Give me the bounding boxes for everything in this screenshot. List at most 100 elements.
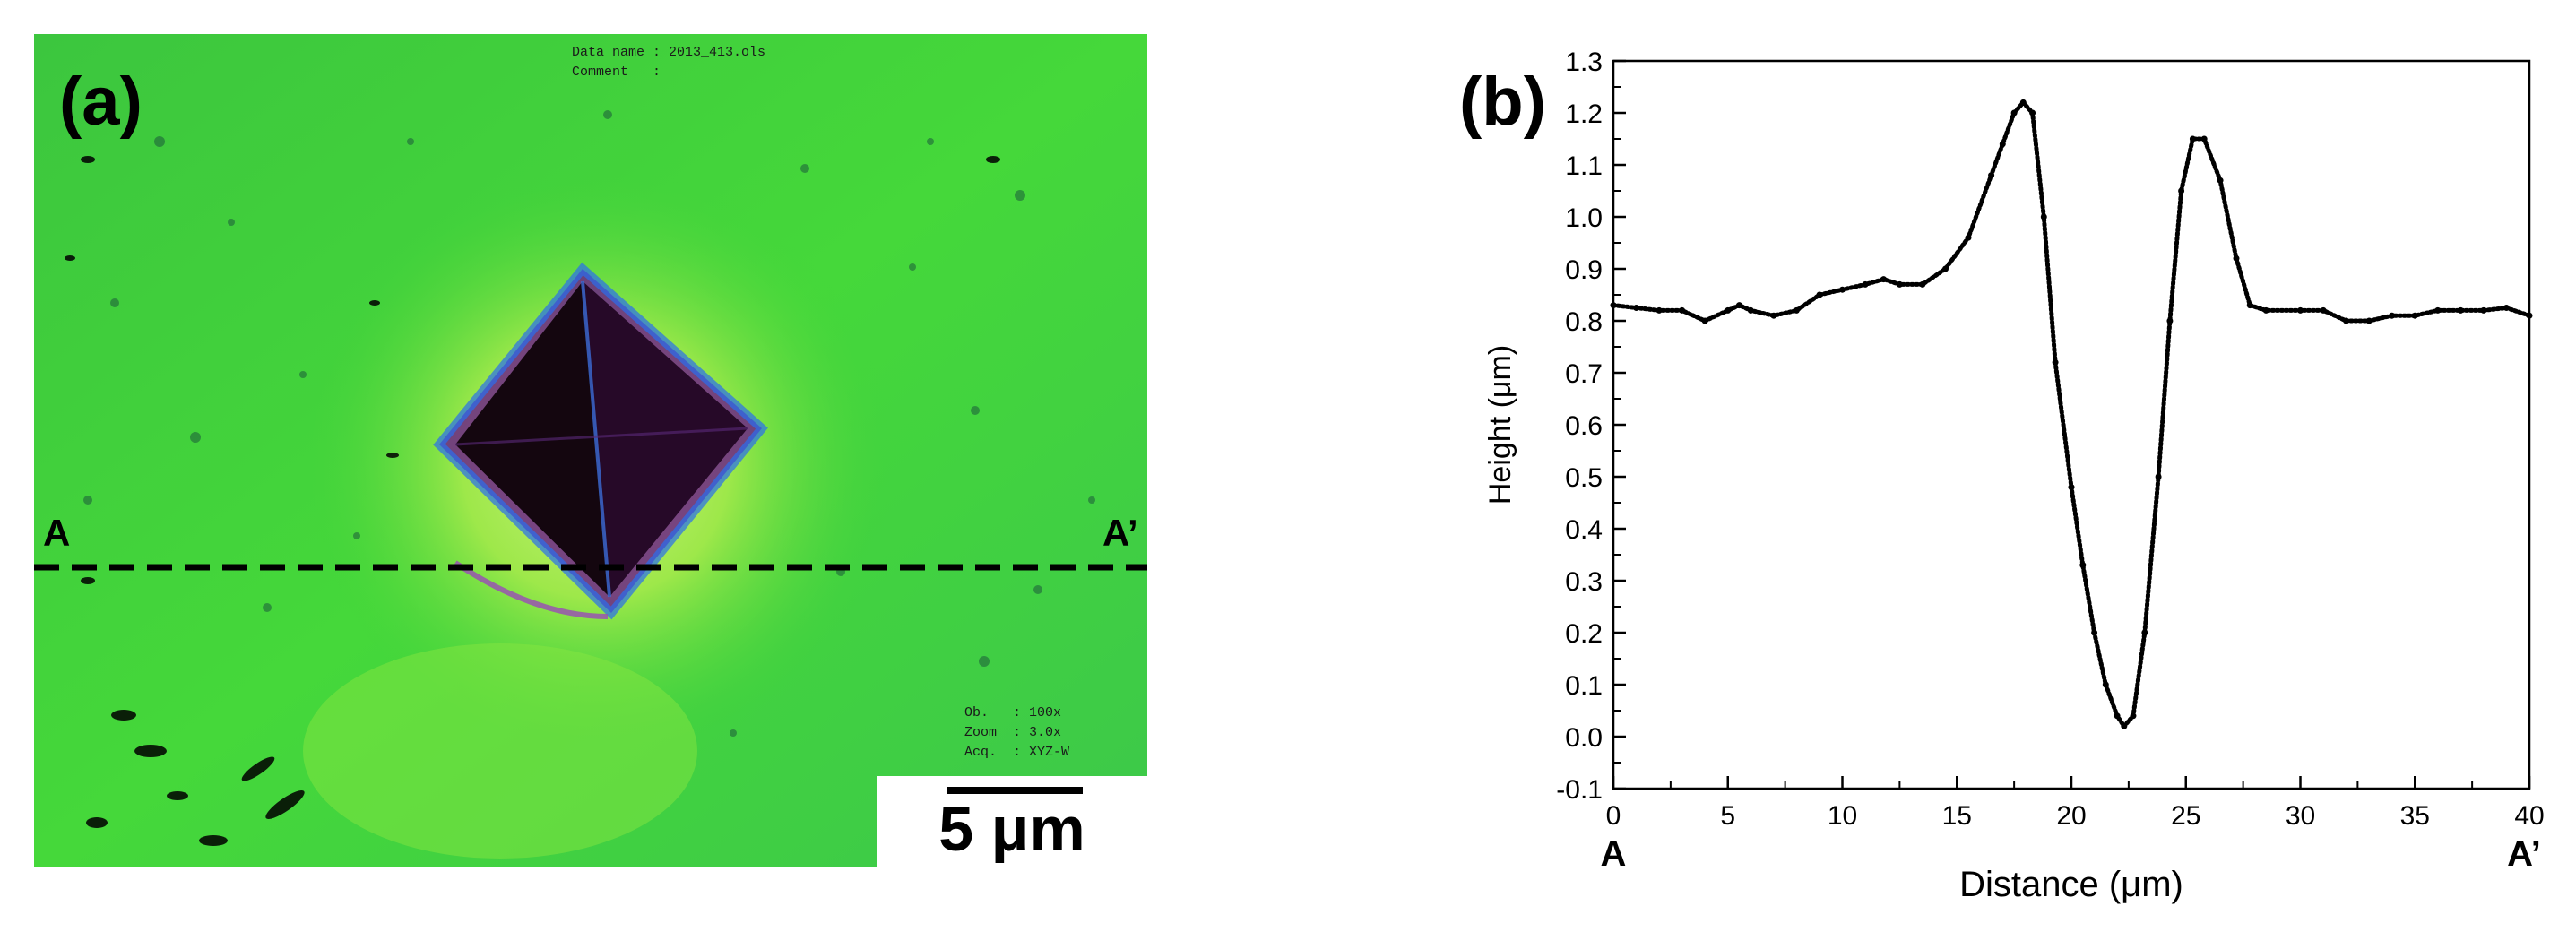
- profile-data-point: [2189, 135, 2196, 142]
- x-end-label: A’: [2507, 834, 2541, 874]
- profile-chart: -0.1 0.0 0.1 0.2 0.3 0.4 0.5 0.6 0.7 0.8 0.9 1.0 1.1…: [1483, 47, 2545, 904]
- scale-bar-line: [947, 787, 1083, 794]
- profile-data-point: [1862, 280, 1869, 288]
- acquisition-text: Acq. : XYZ-W: [964, 745, 1070, 760]
- y-axis-title: Height (μm): [1483, 345, 1517, 505]
- profile-data-point: [2389, 312, 2396, 319]
- x-start-label: A: [1601, 834, 1627, 874]
- profile-data-point: [1725, 306, 1732, 314]
- profile-data-point: [1965, 234, 1972, 241]
- profile-data-point: [2178, 187, 2185, 194]
- profile-chart-panel: -0.1 0.0 0.1 0.2 0.3 0.4 0.5 0.6 0.7 0.8 0.9 1.0 1.1…: [1434, 34, 2576, 921]
- profile-data-point: [1655, 306, 1663, 314]
- profile-data-point: [1701, 317, 1708, 324]
- y-tick-label: 0.7: [1565, 359, 1603, 389]
- x-tick-label: 40: [2514, 801, 2544, 831]
- y-tick-label: 0.5: [1565, 463, 1603, 493]
- micrograph-image: [34, 34, 1147, 867]
- section-end-label: A’: [1102, 512, 1138, 554]
- y-tick-label: 0.4: [1565, 515, 1603, 545]
- y-tick-label: 1.0: [1565, 203, 1603, 233]
- y-tick-label: -0.1: [1556, 775, 1603, 805]
- profile-data-point: [2262, 306, 2269, 314]
- y-tick-label: 0.1: [1565, 671, 1603, 701]
- data-name-text: Data name : 2013_413.ols: [572, 45, 766, 60]
- profile-data-point: [2411, 312, 2418, 319]
- x-tick-label: 15: [1942, 801, 1972, 831]
- surface-texture: [83, 110, 1095, 737]
- profile-data-point: [1839, 286, 1846, 293]
- x-tick-label: 20: [2056, 801, 2086, 831]
- profile-data-point: [1942, 265, 1949, 272]
- profile-data-point: [2434, 306, 2442, 314]
- y-tick-label: 0.6: [1565, 411, 1603, 441]
- x-tick-label: 30: [2286, 801, 2315, 831]
- y-tick-label: 0.9: [1565, 255, 1603, 285]
- zoom-text: Zoom : 3.0x: [964, 725, 1062, 740]
- y-tick-label: 0.8: [1565, 307, 1603, 337]
- plot-frame: [1612, 59, 2531, 790]
- profile-data-point: [2102, 681, 2109, 688]
- profile-data-point: [1988, 172, 1995, 179]
- x-axis: 0 5 10 15 20 25 30 35 40: [1606, 776, 2545, 831]
- pore-clusters: [65, 156, 1000, 846]
- profile-data-point: [2503, 305, 2510, 311]
- y-tick-label: 1.3: [1565, 47, 1603, 77]
- profile-data-point: [2480, 306, 2487, 314]
- profile-data-point: [1736, 302, 1742, 309]
- profile-data-point: [2068, 484, 2075, 491]
- panel-b-label: (b): [1459, 64, 1547, 140]
- profile-data-point: [2130, 712, 2137, 720]
- profile-data-point: [2121, 722, 2128, 729]
- scale-bar-label: 5 μm: [938, 794, 1085, 864]
- y-tick-label: 0.3: [1565, 567, 1603, 597]
- x-tick-label: 10: [1828, 801, 1857, 831]
- profile-data-point: [2114, 712, 2121, 720]
- x-tick-label: 0: [1606, 801, 1621, 831]
- profile-data-point: [2155, 473, 2162, 480]
- profile-data-point: [2320, 306, 2327, 314]
- objective-text: Ob. : 100x: [964, 705, 1062, 721]
- profile-data-point: [2029, 109, 2036, 116]
- profile-data-point: [2297, 306, 2304, 314]
- profile-data-point: [1679, 306, 1686, 314]
- profile-data-point: [2052, 358, 2059, 366]
- comment-text: Comment :: [572, 65, 661, 80]
- y-tick-label: 1.1: [1565, 151, 1603, 181]
- indentation: [433, 262, 768, 620]
- profile-data-point: [1896, 280, 1903, 288]
- profile-data-point: [1919, 280, 1926, 288]
- profile-data-point: [2343, 317, 2350, 324]
- profile-data-point: [2365, 317, 2373, 324]
- scale-bar: 5 μm: [877, 776, 1147, 867]
- y-axis: -0.1 0.0 0.1 0.2 0.3 0.4 0.5 0.6 0.7 0.8 0.9 1.0 1.1…: [1556, 47, 1626, 805]
- micrograph-panel: (a) Data name : 2013_413.ols Comment : O…: [34, 34, 1147, 867]
- profile-data-point: [1770, 312, 1777, 319]
- profile-series-line: [1611, 99, 2532, 729]
- profile-data-point: [1999, 141, 2006, 148]
- series-layer: [1610, 99, 2533, 729]
- profile-data-point: [2091, 629, 2098, 636]
- profile-data-point: [2040, 213, 2047, 220]
- profile-data-point: [2457, 306, 2464, 314]
- x-axis-title: Distance (μm): [1959, 865, 2183, 904]
- profile-data-point: [1747, 306, 1754, 314]
- y-tick-label: 1.2: [1565, 99, 1603, 129]
- profile-data-point: [2526, 312, 2533, 319]
- x-tick-label: 5: [1720, 801, 1735, 831]
- y-tick-label: 0.0: [1565, 723, 1603, 753]
- profile-data-point: [2233, 255, 2240, 262]
- profile-data-point: [1610, 302, 1617, 309]
- profile-data-point: [2200, 135, 2208, 142]
- profile-data-point: [1633, 305, 1640, 311]
- y-tick-label: 0.2: [1565, 619, 1603, 649]
- x-tick-label: 25: [2171, 801, 2200, 831]
- section-start-label: A: [43, 512, 71, 554]
- profile-data-point: [1880, 276, 1887, 283]
- profile-data-point: [1816, 291, 1823, 298]
- profile-data-point: [2141, 629, 2148, 636]
- profile-data-point: [1793, 306, 1800, 314]
- profile-data-point: [2010, 109, 2018, 116]
- profile-data-point: [2246, 302, 2253, 309]
- profile-data-point: [2019, 99, 2027, 106]
